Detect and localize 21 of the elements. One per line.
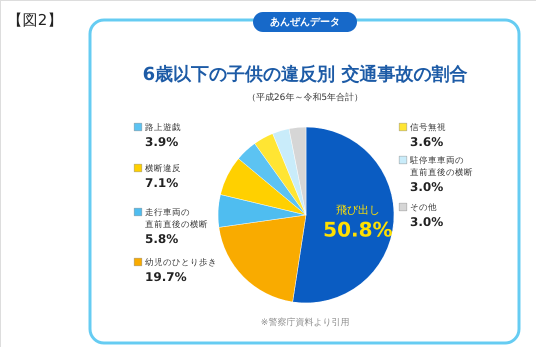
slice-label: 飛び出し	[336, 203, 380, 216]
data-label: 3.6%	[410, 135, 444, 149]
legend-label: 駐停車車両の直前直後の横断	[409, 155, 473, 178]
data-label: 5.8%	[145, 232, 178, 246]
legend-label: 信号無視	[410, 122, 446, 133]
chart-subtitle: （平成26年～令和5年合計）	[246, 92, 364, 103]
legend-label: 幼児のひとり歩き	[145, 257, 217, 268]
legend-label: その他	[410, 202, 437, 213]
data-label: 19.7%	[145, 270, 187, 284]
legend-label: 路上遊戯	[145, 122, 181, 133]
chart-title: 6歳以下の子供の違反別 交通事故の割合	[142, 64, 468, 85]
data-label: 3.9%	[145, 135, 178, 149]
text: 【図2】	[8, 11, 62, 29]
data-label: 3.0%	[410, 215, 444, 229]
data-label: 50.8%	[323, 217, 393, 242]
legend-label: 走行車両の直前直後の横断	[145, 207, 208, 230]
data-label: 3.0%	[410, 180, 444, 194]
data-label: 7.1%	[145, 176, 178, 190]
text: ※警察庁資料より引用	[260, 317, 350, 328]
legend-label: 横断違反	[145, 163, 181, 174]
text: あんぜんデータ	[270, 17, 340, 28]
